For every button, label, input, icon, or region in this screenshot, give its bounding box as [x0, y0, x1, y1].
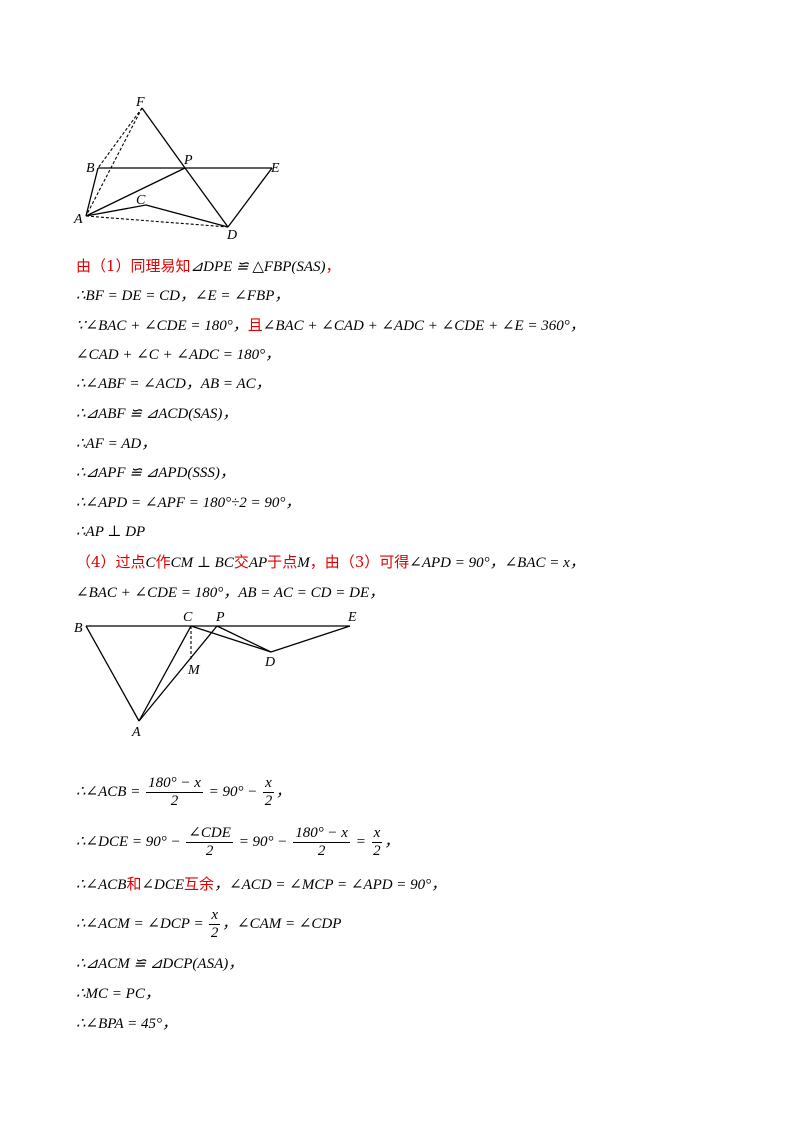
fraction: ∠CDE 2: [186, 825, 233, 860]
math-expr: AP: [248, 555, 268, 571]
segment-AP: [138, 625, 218, 722]
label-C: C: [183, 610, 193, 625]
figure-1: F B P E C A D: [73, 95, 280, 243]
segment-AP: [85, 167, 186, 217]
math-expr: = 90° −: [238, 834, 288, 850]
math-expr: =: [355, 834, 366, 850]
denominator: 2: [373, 843, 381, 860]
line-5: ∴∠ABF = ∠ACD，AB = AC，: [76, 376, 271, 392]
label-A: A: [73, 212, 83, 227]
segment-PD: [184, 167, 229, 228]
label-C: C: [136, 193, 146, 208]
math-expr: ∠DCE: [141, 877, 185, 893]
label-D: D: [264, 655, 275, 670]
math-expr: ∴∠ACM = ∠DCP =: [76, 916, 204, 932]
line-17: ∴⊿ACM ≌ ⊿DCP(ASA)，: [76, 956, 244, 972]
line-2: ∴BF = DE = CD，∠E = ∠FBP，: [76, 288, 290, 304]
math-expr: = 90° −: [208, 784, 258, 800]
segment-AC: [85, 204, 147, 217]
label-B: B: [74, 621, 83, 636]
line-6: ∴⊿ABF ≌ ⊿ACD(SAS)，: [76, 406, 238, 422]
segment-AC: [138, 625, 192, 722]
math-expr: ∠APD = 90°，∠BAC = x，: [409, 555, 585, 571]
denominator: 2: [205, 843, 214, 860]
numerator: ∠CDE: [186, 825, 233, 844]
numerator: x: [371, 825, 383, 844]
label-D: D: [226, 228, 237, 243]
math-expr: ，∠ACD = ∠MCP = ∠APD = 90°，: [214, 877, 447, 893]
segment-FA: [85, 107, 143, 217]
numerator: 180° − x: [146, 775, 203, 794]
math-expr: CM ⊥ BC: [170, 555, 234, 571]
line-4: ∠CAD + ∠C + ∠ADC = 180°，: [76, 347, 281, 363]
label-P: P: [183, 153, 193, 168]
denominator: 2: [170, 793, 179, 810]
denominator: 2: [264, 793, 273, 810]
math-expr: ，: [275, 784, 291, 800]
segment-BA: [85, 167, 99, 217]
segment-CD: [190, 625, 272, 653]
math-expr: M: [297, 555, 310, 571]
line-16: ∴∠ACM = ∠DCP = x 2 ，∠CAM = ∠CDP: [76, 904, 341, 944]
label-E: E: [270, 161, 280, 176]
line-8: ∴⊿APF ≌ ⊿APD(SSS)，: [76, 465, 235, 481]
label-F: F: [135, 95, 145, 110]
text-red: ，: [325, 257, 341, 275]
math-expr: C: [145, 555, 156, 571]
math-expr: ，: [384, 834, 400, 850]
segment-DE: [270, 625, 351, 653]
line-10: ∴AP ⊥ DP: [76, 524, 146, 540]
segment-AD: [85, 215, 229, 228]
line-9: ∴∠APD = ∠APF = 180°÷2 = 90°，: [76, 495, 301, 511]
segment-CD: [145, 204, 229, 228]
line-3: ∵∠BAC + ∠CDE = 180°，且∠BAC + ∠CAD + ∠ADC …: [76, 315, 585, 336]
label-B: B: [86, 161, 95, 176]
label-P: P: [215, 610, 225, 625]
line-19: ∴∠BPA = 45°，: [76, 1016, 178, 1032]
text-red: （4）过点: [76, 553, 146, 571]
math-expr: ∠BAC + ∠CAD + ∠ADC + ∠CDE + ∠E = 360°，: [262, 318, 585, 334]
text-red: 由（1）同理易知: [76, 257, 191, 275]
segment-PD: [216, 625, 272, 653]
segment-BA: [85, 625, 140, 722]
math-expr: ∴∠ACB: [76, 877, 127, 893]
label-A: A: [131, 725, 141, 740]
segment-ED: [227, 167, 273, 228]
math-expr: ∴∠ACB =: [76, 784, 141, 800]
denominator: 2: [210, 925, 219, 942]
line-15: ∴∠ACB和∠DCE互余，∠ACD = ∠MCP = ∠APD = 90°，: [76, 874, 446, 895]
numerator: 180° − x: [293, 825, 350, 844]
line-1: 由（1）同理易知⊿DPE ≌ △FBP(SAS)，: [76, 256, 341, 277]
denominator: 2: [317, 843, 326, 860]
math-expr: ∵∠BAC + ∠CDE = 180°，: [76, 318, 248, 334]
math-expr: ∴∠DCE = 90° −: [76, 834, 181, 850]
segment-FP: [141, 107, 186, 169]
label-M: M: [187, 663, 201, 678]
numerator: x: [209, 907, 220, 926]
text-red: 交: [233, 553, 249, 571]
label-E: E: [347, 610, 357, 625]
segment-FB: [97, 107, 143, 169]
math-expr: ，∠CAM = ∠CDP: [222, 916, 342, 932]
math-expr: ⊿DPE ≌ △FBP(SAS): [190, 259, 326, 275]
figure-2: B C P E M D A: [74, 610, 357, 740]
text-red: ，由（3）可得: [309, 553, 410, 571]
text-red: 作: [155, 553, 171, 571]
text-red: 且: [247, 316, 263, 334]
text-red: 和: [126, 875, 142, 893]
text-red: 互余: [184, 875, 215, 893]
line-12: ∠BAC + ∠CDE = 180°，AB = AC = CD = DE，: [76, 585, 385, 601]
text-red: 于点: [267, 553, 298, 571]
line-7: ∴AF = AD，: [76, 436, 157, 452]
line-11: （4）过点C作CM ⊥ BC交AP于点M，由（3）可得∠APD = 90°，∠B…: [76, 552, 585, 573]
line-18: ∴MC = PC，: [76, 986, 160, 1002]
numerator: x: [263, 775, 274, 794]
